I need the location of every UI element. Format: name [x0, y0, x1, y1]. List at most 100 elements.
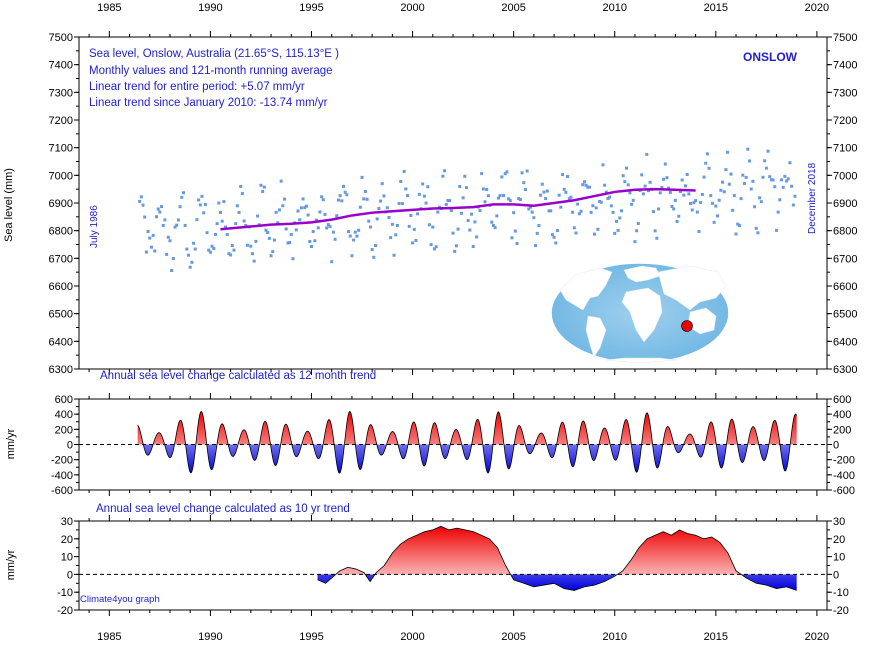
monthly-point [362, 197, 366, 201]
monthly-point [463, 174, 467, 178]
panel1-y-axis: 6300 6300 6400 6400 6500 6500 6600 6600 6700 6700… [49, 32, 858, 376]
monthly-point [737, 224, 741, 228]
monthly-point [222, 200, 226, 204]
negative-area [137, 444, 797, 474]
monthly-point [225, 233, 229, 237]
monthly-point [555, 229, 559, 233]
monthly-point [540, 182, 544, 186]
monthly-point [643, 184, 647, 188]
monthly-point [729, 172, 733, 176]
monthly-point [471, 244, 475, 248]
monthly-point [673, 198, 677, 202]
monthly-point [306, 213, 310, 217]
monthly-point [390, 222, 394, 226]
monthly-point [283, 197, 287, 201]
monthly-point [587, 185, 591, 189]
monthly-point [252, 259, 256, 263]
monthly-point [239, 184, 243, 188]
positive-area [317, 526, 797, 575]
monthly-point [395, 223, 399, 227]
monthly-point [549, 209, 553, 213]
monthly-point [517, 197, 521, 201]
monthly-point [333, 237, 337, 241]
monthly-point [208, 250, 212, 254]
monthly-point [138, 199, 142, 203]
monthly-point [478, 209, 482, 213]
monthly-point [284, 227, 288, 231]
monthly-point [229, 253, 233, 257]
annotation-line-2: Monthly values and 121-month running ave… [89, 65, 333, 77]
monthly-point [630, 202, 634, 206]
monthly-point [422, 194, 426, 198]
monthly-point [259, 183, 263, 187]
monthly-point [377, 206, 381, 210]
monthly-point [473, 220, 477, 224]
monthly-point [579, 209, 583, 213]
monthly-point [611, 210, 615, 214]
start-date-label: July 1986 [89, 205, 100, 248]
monthly-point [200, 194, 204, 198]
monthly-point [522, 181, 526, 185]
monthly-point [550, 233, 554, 237]
monthly-point [648, 180, 652, 184]
monthly-point [379, 199, 383, 203]
monthly-point [523, 188, 527, 192]
y-tick-label-left: -400 [51, 470, 73, 482]
monthly-point [461, 196, 465, 200]
monthly-point [764, 166, 768, 170]
monthly-point [503, 172, 507, 176]
monthly-point [662, 177, 666, 181]
top-x-tick-label: 2005 [501, 2, 525, 14]
monthly-point [394, 233, 398, 237]
monthly-point [170, 268, 174, 272]
monthly-point [682, 193, 686, 197]
end-date-label: December 2018 [807, 162, 818, 234]
trend-outline [317, 525, 797, 591]
monthly-point [409, 214, 413, 218]
monthly-point [582, 180, 586, 184]
monthly-point [486, 194, 490, 198]
monthly-point [449, 209, 453, 213]
monthly-point [628, 191, 632, 195]
monthly-point [724, 168, 728, 172]
monthly-point [535, 231, 539, 235]
bottom-x-tick-label: 1990 [198, 631, 222, 643]
monthly-point [480, 172, 484, 176]
monthly-point [436, 210, 440, 214]
monthly-point [267, 236, 271, 240]
monthly-point [331, 230, 335, 234]
y-tick-label-right: 0 [833, 569, 839, 581]
y-tick-label-right: 30 [833, 516, 845, 528]
y-tick-label-right: 6600 [833, 281, 857, 293]
monthly-point [432, 247, 436, 251]
monthly-point [744, 175, 748, 179]
monthly-point [660, 186, 664, 190]
y-tick-label-left: 6900 [49, 198, 73, 210]
monthly-point [589, 210, 593, 214]
monthly-point [392, 253, 396, 257]
monthly-point [335, 214, 339, 218]
monthly-point [367, 219, 371, 223]
monthly-point [557, 193, 561, 197]
monthly-point [584, 183, 588, 187]
monthly-point [710, 201, 714, 205]
monthly-point [192, 241, 196, 245]
monthly-point [658, 191, 662, 195]
monthly-point [404, 187, 408, 191]
negative-area [317, 574, 797, 591]
monthly-point [466, 219, 470, 223]
monthly-point [261, 190, 265, 194]
monthly-point [185, 247, 189, 251]
monthly-sea-level-points [138, 147, 797, 272]
monthly-point [198, 203, 202, 207]
y-tick-label-left: 200 [55, 424, 73, 436]
monthly-point [180, 195, 184, 199]
monthly-point [309, 245, 313, 249]
monthly-point [635, 229, 639, 233]
monthly-point [705, 152, 709, 156]
monthly-point [411, 241, 415, 245]
monthly-point [251, 252, 255, 256]
bottom-x-tick-label: 2015 [704, 631, 728, 643]
monthly-point [527, 207, 531, 211]
monthly-point [507, 197, 511, 201]
